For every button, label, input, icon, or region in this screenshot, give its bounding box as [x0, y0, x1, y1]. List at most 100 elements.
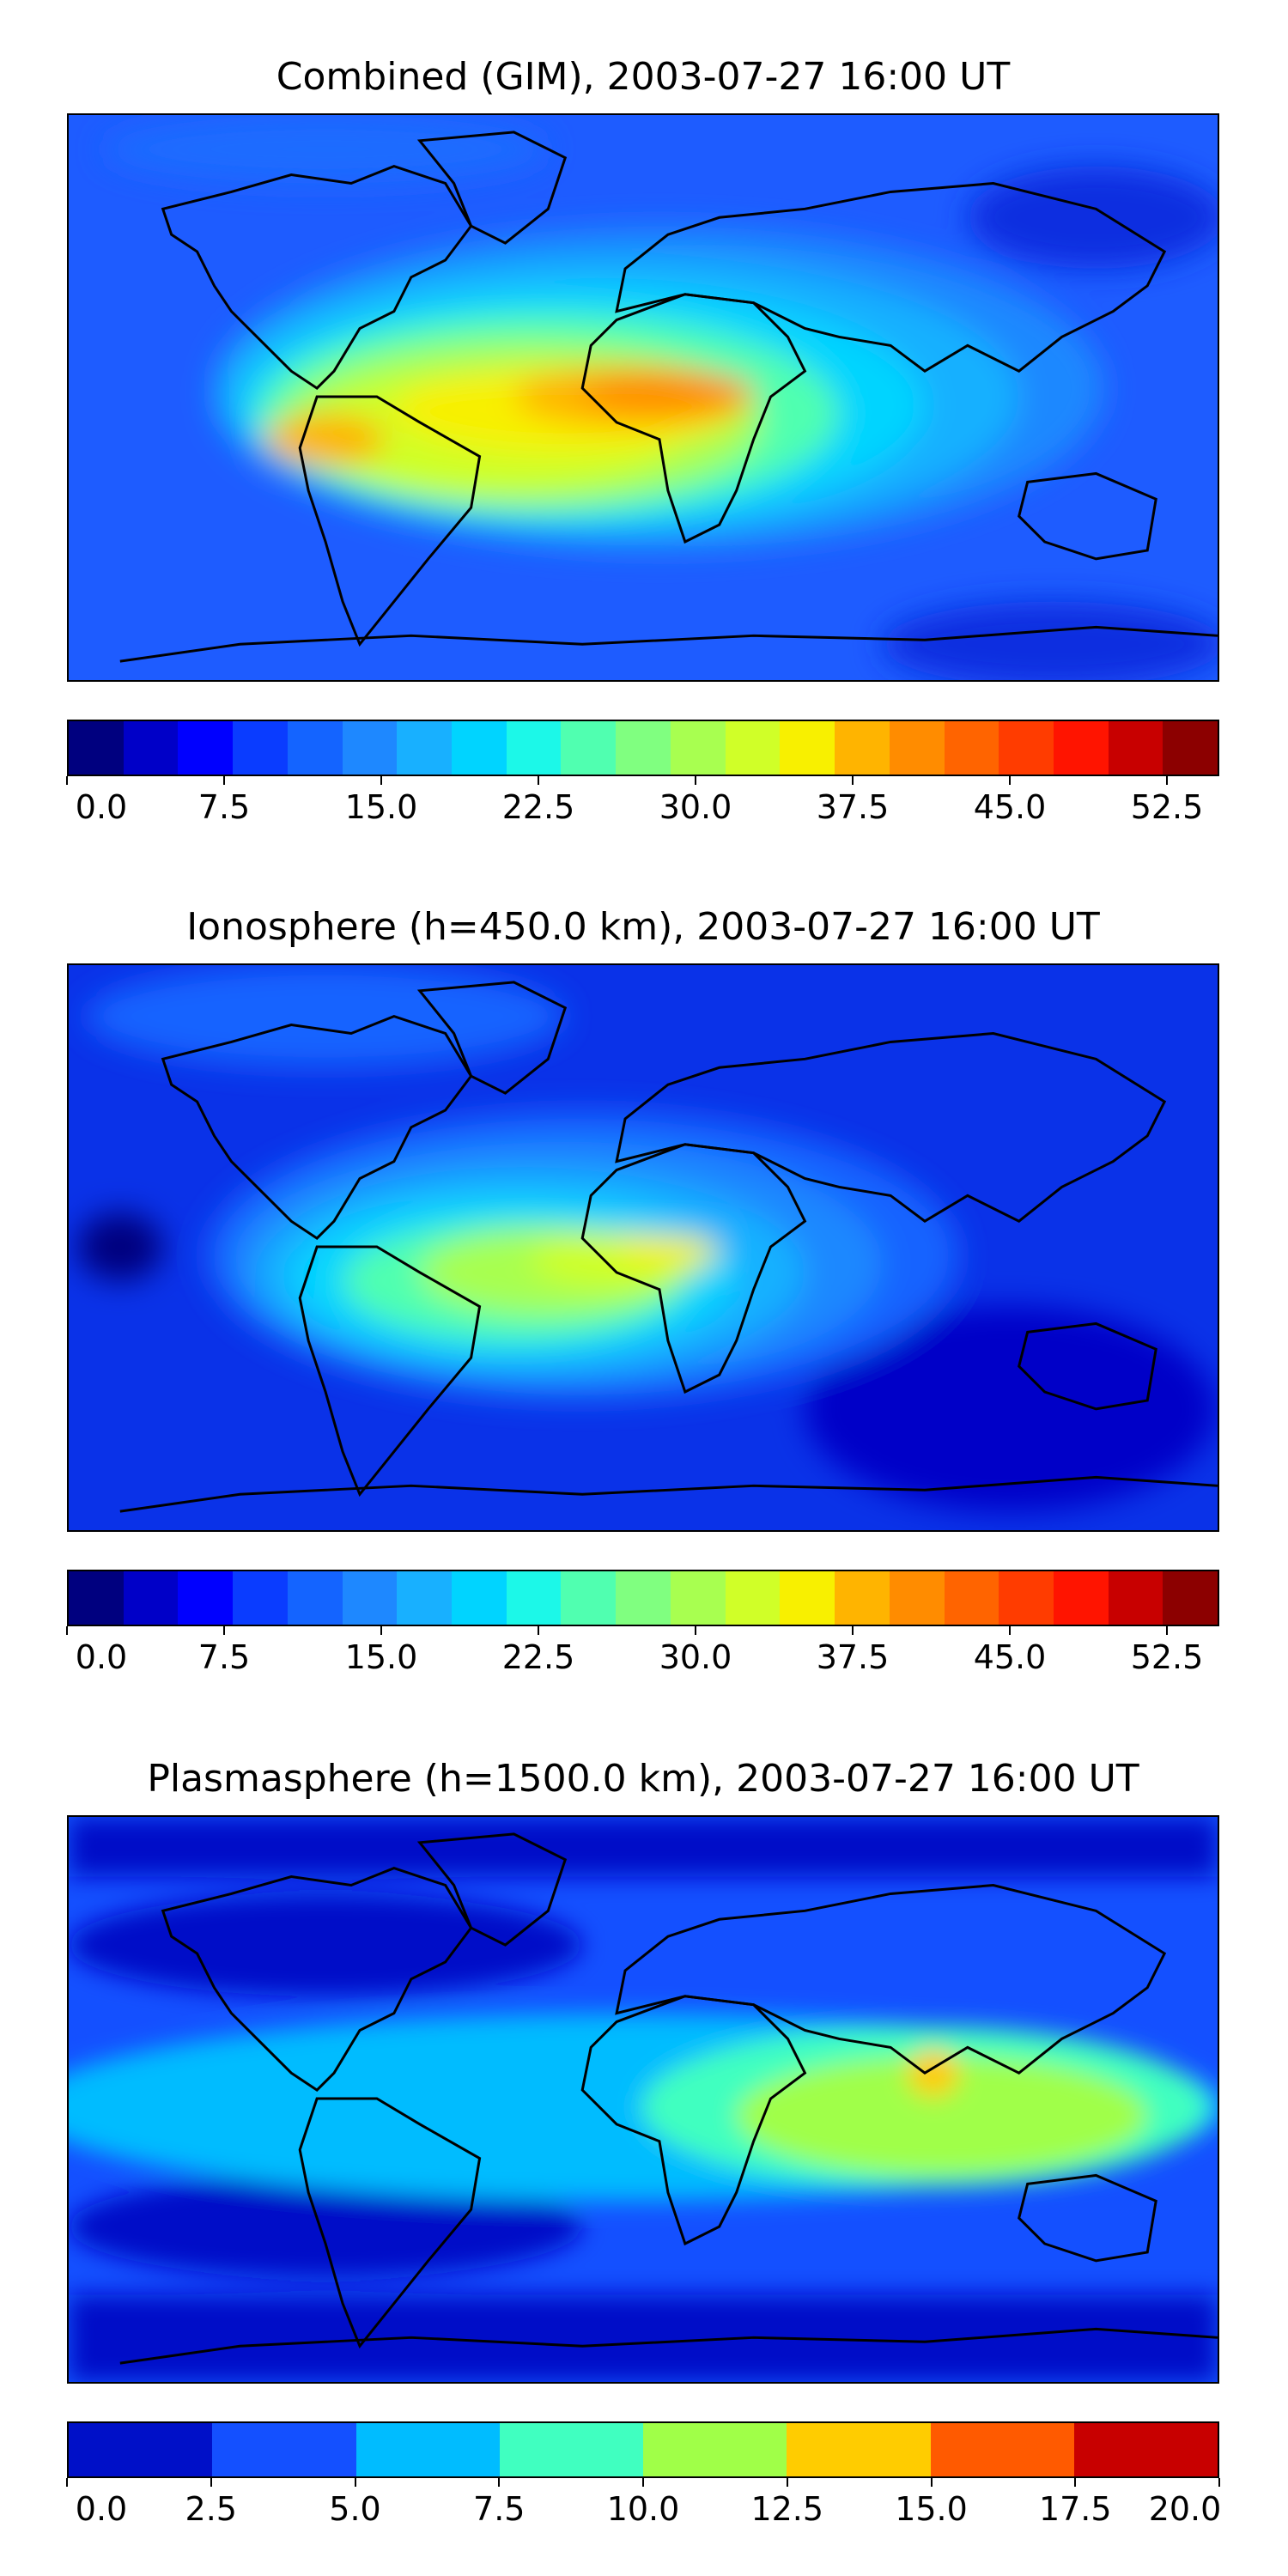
panel-2-title: Ionosphere (h=450.0 km), 2003-07-27 16:0…: [186, 905, 1100, 949]
colorbar-tick: [1009, 1626, 1011, 1635]
colorbar-segment: [178, 1571, 234, 1625]
colorbar-segment: [944, 721, 999, 775]
panel-3-colorbar: [67, 2421, 1219, 2478]
colorbar-segment: [397, 1571, 453, 1625]
colorbar-segment: [69, 2423, 213, 2476]
colorbar-segment: [835, 721, 890, 775]
colorbar-segment: [889, 721, 945, 775]
panel-3-title: Plasmasphere (h=1500.0 km), 2003-07-27 1…: [147, 1757, 1139, 1801]
colorbar-segment: [725, 1571, 781, 1625]
colorbar-tick-label: 30.0: [659, 1638, 732, 1676]
colorbar-segment: [1108, 721, 1163, 775]
colorbar-tick: [642, 2478, 644, 2487]
panel-1-colorbar: [67, 720, 1219, 776]
colorbar-segment: [780, 721, 835, 775]
colorbar-segment: [397, 721, 453, 775]
combined-tec-map: [69, 115, 1218, 680]
colorbar-segment: [452, 721, 507, 775]
panel-1-title: Combined (GIM), 2003-07-27 16:00 UT: [276, 55, 1011, 99]
colorbar-segment: [787, 2423, 931, 2476]
colorbar-tick: [223, 776, 225, 785]
colorbar-segment: [342, 1571, 398, 1625]
colorbar-tick: [852, 1626, 854, 1635]
colorbar-tick: [66, 776, 68, 785]
colorbar-segment: [287, 721, 343, 775]
colorbar-tick: [1218, 2478, 1220, 2487]
colorbar-tick-label: 0.0: [75, 2490, 128, 2528]
panel-2-colorbar: [67, 1570, 1219, 1626]
colorbar-tick: [695, 776, 696, 785]
colorbar-tick: [380, 776, 382, 785]
colorbar-tick-label: 22.5: [501, 1638, 575, 1676]
colorbar-segment: [725, 721, 781, 775]
colorbar-tick-label: 5.0: [329, 2490, 381, 2528]
colorbar-segment: [355, 2423, 500, 2476]
colorbar-tick-label: 15.0: [895, 2490, 968, 2528]
colorbar-segment: [1053, 721, 1109, 775]
colorbar-tick-label: 15.0: [344, 788, 418, 826]
coastlines: [119, 131, 1218, 663]
colorbar-segment: [506, 1571, 562, 1625]
colorbar-tick-label: 52.5: [1130, 1638, 1204, 1676]
colorbar-segment: [1073, 2423, 1218, 2476]
colorbar-tick-label: 0.0: [75, 1638, 128, 1676]
colorbar-tick-label: 12.5: [750, 2490, 824, 2528]
colorbar-segment: [499, 2423, 643, 2476]
colorbar-tick-label: 17.5: [1038, 2490, 1112, 2528]
colorbar-tick-label: 37.5: [816, 788, 890, 826]
colorbar-tick-label: 10.0: [606, 2490, 680, 2528]
colorbar-tick-label: 0.0: [75, 788, 128, 826]
coastlines: [119, 1832, 1218, 2365]
coastlines: [119, 981, 1218, 1513]
colorbar-tick-label: 15.0: [344, 1638, 418, 1676]
colorbar-segment: [1053, 1571, 1109, 1625]
colorbar-segment: [178, 721, 234, 775]
colorbar-tick: [223, 1626, 225, 1635]
colorbar-tick: [498, 2478, 501, 2487]
colorbar-tick-label: 2.5: [185, 2490, 237, 2528]
colorbar-tick: [695, 1626, 696, 1635]
colorbar-tick: [354, 2478, 356, 2487]
colorbar-segment: [670, 1571, 726, 1625]
colorbar-tick: [930, 2478, 933, 2487]
colorbar-tick-label: 45.0: [973, 788, 1047, 826]
colorbar-segment: [123, 721, 179, 775]
panel-2-map: [67, 963, 1219, 1532]
panel-1-colorbar-ticks: 0.0 7.5 15.0 22.5 30.0 37.5 45.0 52.5: [66, 776, 1219, 826]
colorbar-segment: [561, 1571, 617, 1625]
colorbar-segment: [69, 1571, 124, 1625]
colorbar-tick: [538, 1626, 539, 1635]
colorbar-segment: [452, 1571, 507, 1625]
colorbar-tick: [852, 776, 854, 785]
colorbar-tick-label: 22.5: [501, 788, 575, 826]
colorbar-segment: [889, 1571, 945, 1625]
colorbar-tick-label: 45.0: [973, 1638, 1047, 1676]
colorbar-segment: [1163, 1571, 1218, 1625]
colorbar-tick-label: 7.5: [197, 788, 251, 826]
colorbar-segment: [1108, 1571, 1163, 1625]
colorbar-segment: [616, 721, 671, 775]
colorbar-segment: [233, 1571, 288, 1625]
panel-3-map: [67, 1815, 1219, 2384]
ionosphere-tec-map: [69, 965, 1218, 1530]
colorbar-segment: [999, 721, 1054, 775]
colorbar-tick-label: 20.0: [1148, 2490, 1222, 2528]
colorbar-tick: [1074, 2478, 1077, 2487]
colorbar-tick: [1009, 776, 1011, 785]
plasmasphere-tec-map: [69, 1817, 1218, 2382]
colorbar-tick: [1166, 1626, 1168, 1635]
colorbar-tick: [538, 776, 539, 785]
colorbar-segment: [1163, 721, 1218, 775]
colorbar-segment: [561, 721, 617, 775]
colorbar-segment: [233, 721, 288, 775]
colorbar-segment: [835, 1571, 890, 1625]
colorbar-segment: [944, 1571, 999, 1625]
colorbar-segment: [69, 721, 124, 775]
panel-1-map: [67, 113, 1219, 682]
colorbar-segment: [999, 1571, 1054, 1625]
panel-2-colorbar-ticks: 0.0 7.5 15.0 22.5 30.0 37.5 45.0 52.5: [66, 1626, 1219, 1676]
colorbar-segment: [643, 2423, 787, 2476]
colorbar-segment: [287, 1571, 343, 1625]
colorbar-segment: [123, 1571, 179, 1625]
colorbar-tick-label: 37.5: [816, 1638, 890, 1676]
